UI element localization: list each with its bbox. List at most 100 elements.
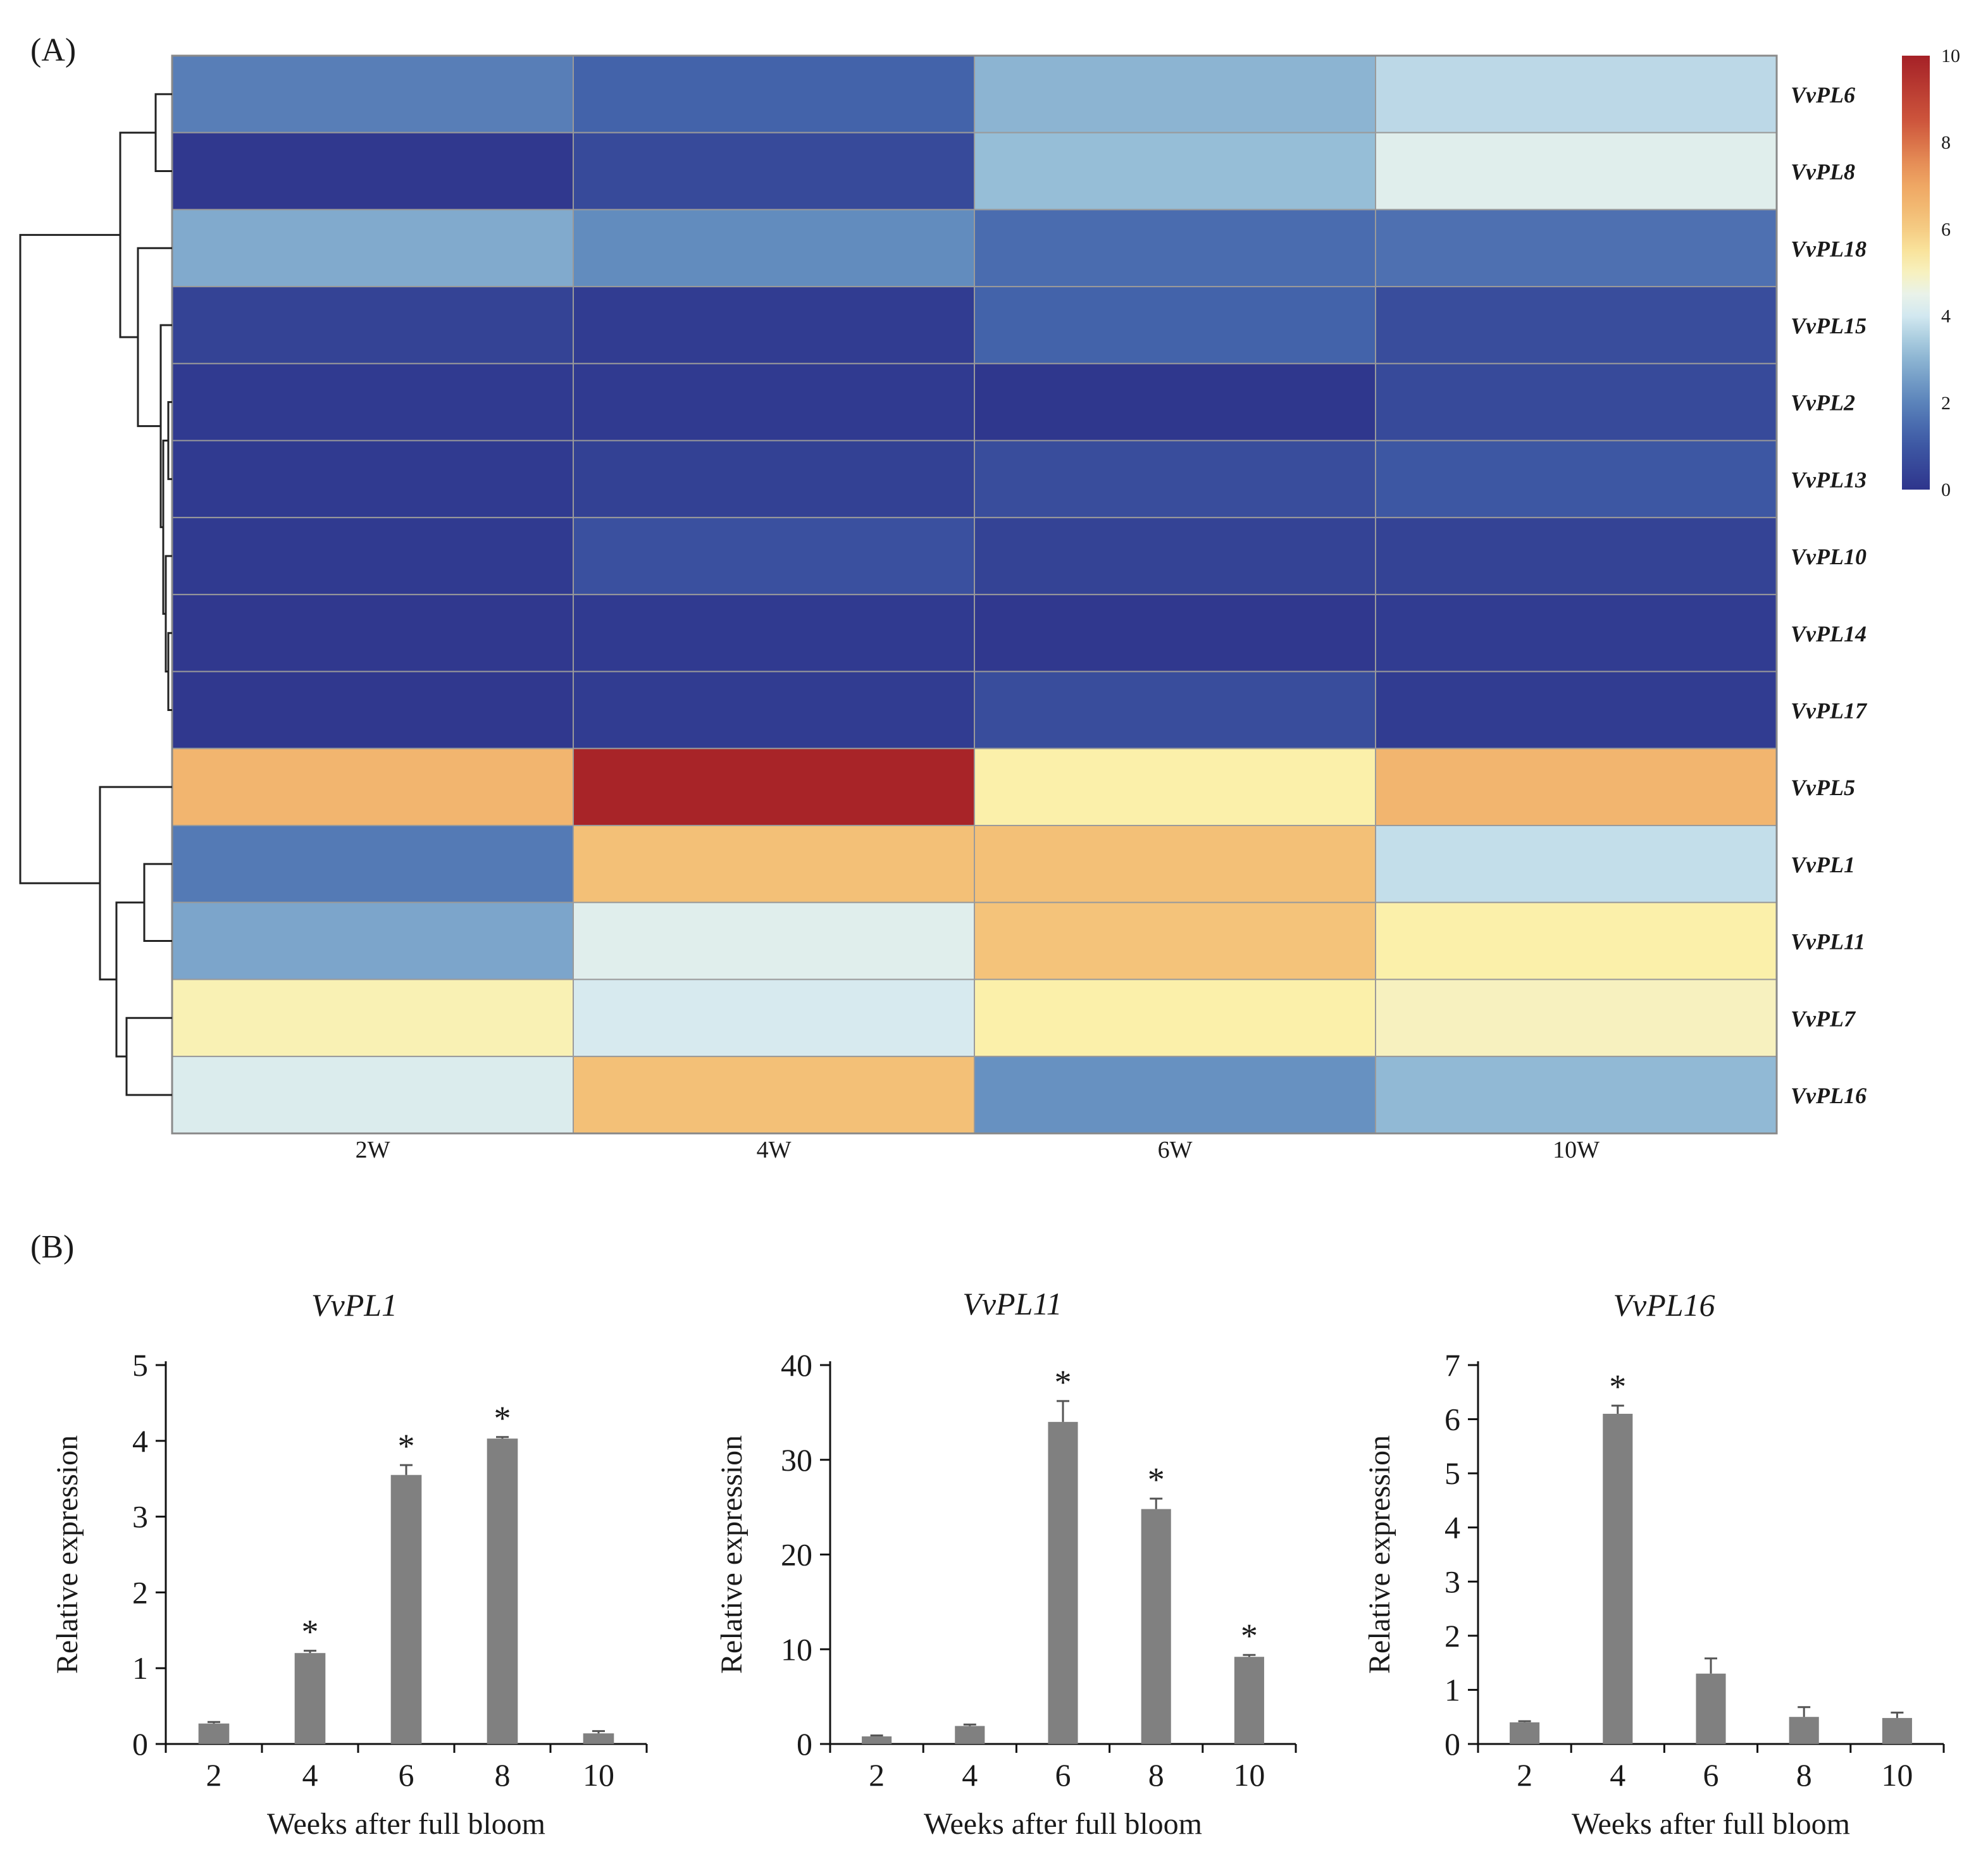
heatmap-row-label: VvPL6 bbox=[1791, 82, 1855, 108]
error-bar bbox=[1518, 1720, 1531, 1722]
error-bar bbox=[592, 1730, 605, 1734]
significance-marker: * bbox=[1241, 1617, 1258, 1655]
heatmap-row-label: VvPL1 bbox=[1791, 852, 1855, 877]
bar-chart-vvpl11: VvPL11 0 10 20 30 40 2 4 * 6 * 8 * 10 Weeks after full… bbox=[715, 1286, 1297, 1841]
bar bbox=[390, 1475, 422, 1744]
heatmap-cell bbox=[974, 901, 1376, 980]
error-bar bbox=[1705, 1657, 1717, 1674]
y-tick-label: 2 bbox=[132, 1574, 148, 1610]
panel-b-label: (B) bbox=[30, 1229, 74, 1265]
heatmap-cell bbox=[1375, 440, 1777, 519]
heatmap-cell bbox=[974, 132, 1376, 211]
heatmap-column-label: 2W bbox=[356, 1137, 390, 1163]
y-tick-label: 10 bbox=[781, 1631, 812, 1667]
heatmap-cell bbox=[171, 286, 574, 364]
heatmap-row-label: VvPL8 bbox=[1791, 159, 1855, 185]
heatmap-cell bbox=[974, 440, 1376, 519]
error-bar bbox=[1891, 1711, 1904, 1718]
heatmap: VvPL6 VvPL8 VvPL18 VvPL15 VvPL2 VvPL13 VvPL10 V… bbox=[171, 54, 1868, 1163]
heatmap-cell bbox=[974, 362, 1376, 442]
dendrogram-lines bbox=[19, 93, 172, 1096]
dendrogram-branch bbox=[154, 93, 172, 173]
x-tick-label: 8 bbox=[495, 1757, 511, 1793]
x-tick-label: 8 bbox=[1148, 1757, 1164, 1793]
y-tick-label: 4 bbox=[132, 1423, 148, 1459]
bar bbox=[1141, 1509, 1171, 1744]
y-tick-label: 1 bbox=[1444, 1672, 1460, 1707]
y-axis-label: Relative expression bbox=[715, 1435, 749, 1674]
bar bbox=[583, 1733, 614, 1744]
heatmap-cell bbox=[171, 901, 574, 980]
heatmap-cell bbox=[1375, 517, 1777, 595]
heatmap-cell bbox=[573, 901, 975, 980]
heatmap-row-label: VvPL2 bbox=[1791, 390, 1855, 416]
heatmap-cell bbox=[1375, 825, 1777, 903]
chart-title: VvPL1 bbox=[311, 1287, 397, 1323]
heatmap-cell bbox=[1375, 1056, 1777, 1134]
x-axis-label: Weeks after full bloom bbox=[267, 1807, 545, 1841]
y-tick-label: 3 bbox=[1444, 1564, 1460, 1599]
heatmap-cell bbox=[171, 209, 574, 288]
y-tick-label: 5 bbox=[132, 1347, 148, 1383]
y-axis-label: Relative expression bbox=[1363, 1435, 1396, 1674]
bar bbox=[1048, 1421, 1078, 1744]
heatmap-cell bbox=[974, 517, 1376, 595]
x-tick-label: 6 bbox=[399, 1757, 414, 1793]
bar bbox=[1510, 1722, 1540, 1744]
colorbar-tick-label: 2 bbox=[1941, 393, 1951, 414]
error-bar bbox=[1798, 1706, 1811, 1717]
heatmap-cell bbox=[1375, 748, 1777, 827]
heatmap-cell bbox=[171, 362, 574, 442]
heatmap-cell bbox=[573, 593, 975, 672]
heatmap-cell bbox=[1375, 132, 1777, 211]
significance-marker: * bbox=[398, 1427, 415, 1465]
dendrogram-branch bbox=[19, 233, 120, 884]
colorbar-tick-label: 4 bbox=[1941, 306, 1951, 327]
chart-title: VvPL11 bbox=[962, 1286, 1062, 1321]
heatmap-cell bbox=[573, 286, 975, 364]
panel-a-label: (A) bbox=[30, 32, 76, 68]
heatmap-row-label: VvPL10 bbox=[1791, 544, 1867, 569]
dendrogram-branch bbox=[137, 247, 172, 428]
y-tick-label: 0 bbox=[132, 1726, 148, 1762]
heatmap-cell bbox=[974, 209, 1376, 288]
heatmap-border bbox=[171, 54, 1778, 1135]
bar bbox=[1882, 1717, 1912, 1744]
heatmap-cell bbox=[573, 517, 975, 595]
dendrogram-branch bbox=[115, 901, 144, 1058]
bar bbox=[198, 1723, 230, 1744]
heatmap-cell bbox=[573, 825, 975, 903]
x-tick-label: 10 bbox=[1881, 1757, 1913, 1793]
heatmap-cell bbox=[171, 1056, 574, 1134]
heatmap-cell bbox=[573, 748, 975, 827]
heatmap-cell bbox=[1375, 286, 1777, 364]
error-bar bbox=[963, 1723, 976, 1726]
x-tick-label: 8 bbox=[1796, 1757, 1812, 1793]
heatmap-row-label: VvPL16 bbox=[1791, 1083, 1867, 1108]
bar bbox=[294, 1653, 326, 1744]
colorbar-tick-label: 8 bbox=[1941, 132, 1951, 153]
heatmap-cell bbox=[1375, 55, 1777, 133]
error-bar bbox=[496, 1436, 509, 1439]
heatmap-cell bbox=[171, 748, 574, 827]
dendrogram-branch bbox=[99, 786, 172, 980]
heatmap-row-label: VvPL7 bbox=[1791, 1006, 1856, 1031]
heatmap-cell bbox=[1375, 901, 1777, 980]
y-tick-label: 7 bbox=[1444, 1347, 1460, 1383]
x-tick-label: 4 bbox=[302, 1757, 318, 1793]
heatmap-cell bbox=[974, 55, 1376, 133]
x-axis-label: Weeks after full bloom bbox=[1572, 1807, 1850, 1841]
heatmap-cell bbox=[171, 593, 574, 672]
heatmap-cell bbox=[171, 825, 574, 903]
x-tick-label: 4 bbox=[962, 1757, 978, 1793]
error-bar bbox=[304, 1650, 316, 1654]
heatmap-row-label: VvPL11 bbox=[1791, 929, 1865, 955]
bar bbox=[1603, 1414, 1633, 1744]
y-tick-label: 30 bbox=[781, 1442, 812, 1478]
heatmap-cell bbox=[171, 671, 574, 750]
y-tick-label: 0 bbox=[797, 1726, 812, 1762]
bar bbox=[862, 1736, 892, 1744]
heatmap-row-label: VvPL17 bbox=[1791, 698, 1868, 723]
